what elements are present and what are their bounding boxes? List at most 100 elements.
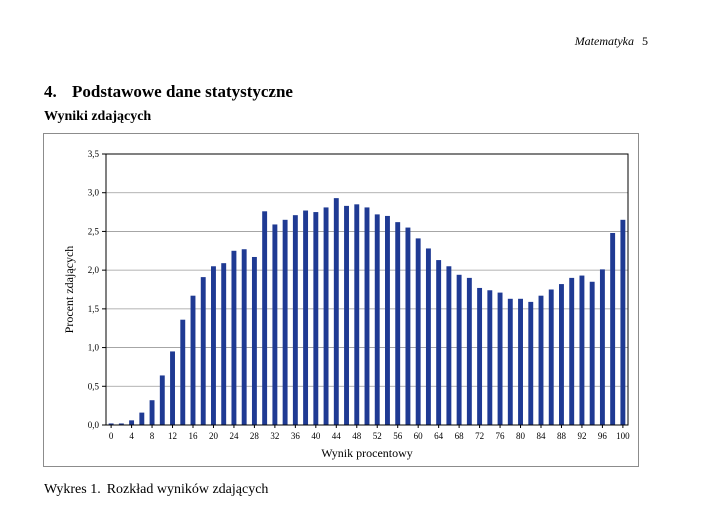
bar — [190, 295, 196, 425]
bar — [497, 292, 503, 425]
bar — [374, 214, 380, 425]
bar — [221, 263, 227, 425]
bar — [231, 250, 237, 425]
x-tick-label: 0 — [109, 431, 114, 441]
bar — [282, 219, 288, 425]
bar — [456, 274, 462, 425]
section-title: Podstawowe dane statystyczne — [72, 82, 293, 101]
bars — [108, 198, 626, 425]
section-number: 4. — [44, 82, 57, 101]
bar — [589, 281, 595, 425]
bar — [139, 412, 145, 425]
y-tick-label: 0,0 — [88, 420, 100, 430]
page-number: 5 — [642, 34, 648, 48]
bar — [211, 266, 216, 425]
bar — [241, 249, 247, 425]
y-tick-label: 0,5 — [88, 381, 100, 391]
y-tick-labels: 0,0 0,5 1,0 1,5 2,0 2,5 3,0 3,5 — [88, 149, 106, 430]
x-tick-label: 48 — [352, 431, 362, 441]
bar — [272, 224, 278, 425]
bar — [385, 215, 390, 425]
y-tick-label: 2,0 — [88, 265, 100, 275]
y-tick-label: 1,0 — [88, 343, 100, 353]
bar — [180, 319, 186, 425]
bar — [149, 400, 155, 425]
x-tick-label: 84 — [537, 431, 547, 441]
plot-border — [105, 153, 629, 426]
bar — [610, 232, 616, 425]
bar — [528, 301, 534, 425]
x-tick-label: 4 — [129, 431, 134, 441]
bar — [507, 298, 513, 425]
y-tick-label: 2,5 — [88, 226, 100, 236]
x-tick-label: 100 — [616, 431, 630, 441]
bar — [599, 269, 605, 425]
bar — [354, 204, 360, 425]
bar — [395, 222, 401, 425]
bar — [569, 277, 575, 425]
x-tick-label: 80 — [516, 431, 526, 441]
bar — [170, 351, 175, 425]
bar — [292, 215, 298, 425]
bar — [548, 289, 554, 425]
bar — [364, 207, 370, 425]
bar — [200, 277, 206, 425]
bar — [559, 284, 564, 425]
x-tick-label: 12 — [168, 431, 177, 441]
bar — [446, 266, 452, 425]
subheading: Wyniki zdających — [44, 109, 152, 124]
figure-caption: Wykres 1. Rozkład wyników zdających — [44, 482, 268, 498]
bar — [313, 212, 319, 425]
x-axis-label: Wynik procentowy — [321, 446, 413, 460]
y-tick-label: 1,5 — [88, 304, 100, 314]
bar — [466, 277, 472, 425]
x-tick-labels: 0 4 8 12 16 20 24 28 32 36 40 44 48 52 56 60 64 68 72 76 80 8… — [109, 425, 630, 441]
bar-chart: 0,0 0,5 1,0 1,5 2,0 2,5 3,0 3,5 0 4 8 12 16 20 24 28 32… — [62, 149, 630, 460]
x-tick-label: 52 — [373, 431, 382, 441]
x-tick-label: 60 — [414, 431, 424, 441]
bar — [108, 423, 114, 425]
x-tick-label: 20 — [209, 431, 219, 441]
x-tick-label: 92 — [577, 431, 586, 441]
bar — [251, 256, 257, 425]
bar — [425, 248, 431, 425]
x-tick-label: 24 — [229, 431, 239, 441]
caption-text: Rozkład wyników zdających — [106, 482, 269, 497]
x-tick-label: 68 — [455, 431, 465, 441]
bar — [415, 238, 421, 425]
bar — [333, 198, 339, 425]
running-head: Matematyka 5 — [520, 34, 648, 49]
bar — [159, 375, 165, 425]
bar — [118, 423, 124, 425]
x-tick-label: 40 — [311, 431, 321, 441]
figure-frame: 0,0 0,5 1,0 1,5 2,0 2,5 3,0 3,5 0 4 8 12 16 20 24 28 32… — [43, 133, 639, 467]
x-tick-label: 16 — [189, 431, 199, 441]
bar — [487, 290, 493, 425]
y-tick-label: 3,0 — [88, 188, 100, 198]
y-axis-label: Procent zdających — [62, 246, 76, 334]
x-tick-label: 64 — [434, 431, 444, 441]
x-tick-label: 88 — [557, 431, 567, 441]
bar — [620, 219, 626, 425]
x-tick-label: 36 — [291, 431, 301, 441]
bar — [518, 298, 523, 425]
x-tick-label: 44 — [332, 431, 342, 441]
bar — [538, 295, 544, 425]
section-heading: 4. Podstawowe dane statystyczne — [44, 82, 293, 102]
bar — [477, 287, 483, 425]
x-tick-label: 72 — [475, 431, 484, 441]
y-tick-label: 3,5 — [88, 149, 100, 159]
bar — [405, 227, 411, 425]
bar — [323, 207, 329, 425]
x-tick-label: 32 — [270, 431, 279, 441]
running-head-subject: Matematyka — [574, 34, 634, 48]
x-tick-label: 96 — [598, 431, 608, 441]
x-tick-label: 56 — [393, 431, 403, 441]
x-tick-label: 76 — [496, 431, 506, 441]
bar — [129, 420, 135, 425]
bar — [344, 205, 349, 425]
bar — [262, 211, 268, 425]
x-tick-label: 28 — [250, 431, 259, 441]
bar — [436, 260, 442, 425]
caption-label: Wykres 1. — [44, 482, 101, 497]
